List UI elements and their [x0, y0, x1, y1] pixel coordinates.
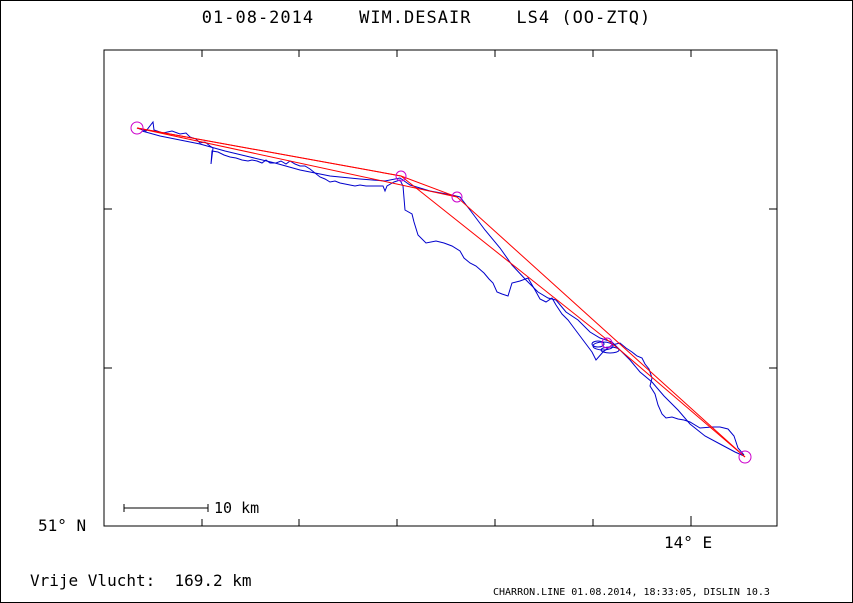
longitude-label: 14° E	[664, 533, 713, 552]
distance-summary: Vrije Vlucht: 169.2 km	[30, 571, 252, 590]
turnpoint-2	[451, 191, 463, 203]
scale-bar	[123, 504, 209, 512]
glider-id: LS4 (OO-ZTQ)	[516, 8, 652, 28]
scale-bar-label: 10 km	[214, 499, 260, 517]
turnpoint-3	[601, 337, 613, 349]
ticks-vertical	[201, 50, 692, 526]
flight-track-upper	[141, 130, 745, 457]
footer-info: CHARRON.LINE 01.08.2014, 18:33:05, DISLI…	[493, 587, 770, 598]
flight-track	[136, 120, 745, 456]
flight-date: 01-08-2014	[201, 8, 315, 28]
distance-label: Vrije Vlucht:	[30, 571, 156, 590]
task-lines	[136, 127, 746, 458]
distance-value: 169.2 km	[174, 571, 252, 590]
turnpoint-1	[395, 170, 407, 182]
turnpoint-start	[130, 121, 144, 135]
thermal-cluster	[591, 340, 620, 354]
latitude-label: 51° N	[38, 516, 87, 535]
turnpoints	[130, 121, 752, 464]
pilot-name: WIM.DESAIR	[359, 8, 472, 28]
flight-title: 01-08-2014 WIM.DESAIR LS4 (OO-ZTQ)	[0, 8, 853, 28]
plot-border	[103, 49, 778, 527]
turnpoint-finish	[738, 450, 752, 464]
